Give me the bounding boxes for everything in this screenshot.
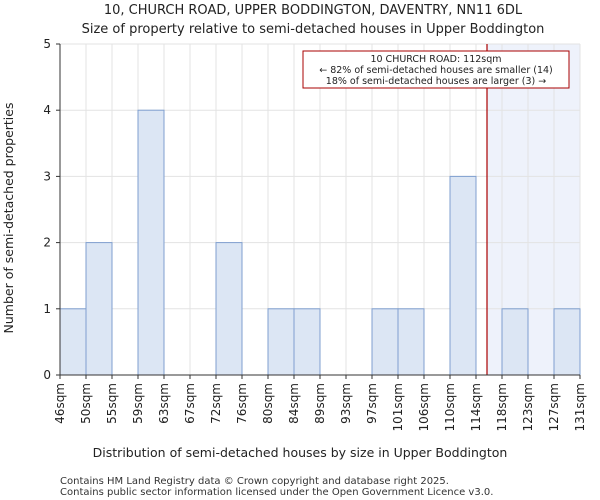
x-tick-label: 76sqm — [235, 383, 249, 424]
y-tick-label: 1 — [43, 302, 51, 316]
y-axis-label: Number of semi-detached properties — [1, 103, 16, 334]
y-tick-label: 3 — [43, 169, 51, 183]
histogram-bar — [501, 308, 529, 376]
y-tick-label: 0 — [43, 368, 51, 382]
annotation-line2: ← 82% of semi-detached houses are smalle… — [319, 65, 553, 76]
x-tick-label: 127sqm — [547, 383, 561, 431]
annotation-box: 10 CHURCH ROAD: 112sqm ← 82% of semi-det… — [302, 50, 570, 89]
x-tick-label: 80sqm — [261, 383, 275, 424]
x-tick-label: 67sqm — [183, 383, 197, 424]
histogram-bar — [449, 175, 477, 376]
x-tick-label: 118sqm — [495, 383, 509, 431]
histogram-bar — [137, 109, 165, 376]
x-tick-label: 110sqm — [443, 383, 457, 431]
x-tick-label: 46sqm — [53, 383, 67, 424]
footer-line1: Contains HM Land Registry data © Crown c… — [60, 476, 449, 487]
chart-title-line2: Size of property relative to semi-detach… — [82, 22, 545, 37]
x-tick-label: 84sqm — [287, 383, 301, 424]
x-tick-label: 93sqm — [339, 383, 353, 424]
x-tick-label: 55sqm — [105, 383, 119, 424]
x-tick-label: 72sqm — [209, 383, 223, 424]
histogram-bar — [397, 308, 425, 376]
histogram-bar — [553, 308, 581, 376]
chart-title-line1: 10, CHURCH ROAD, UPPER BODDINGTON, DAVEN… — [104, 3, 523, 18]
x-axis-label: Distribution of semi-detached houses by … — [93, 445, 508, 460]
x-tick-label: 101sqm — [391, 383, 405, 431]
y-tick-label: 5 — [43, 37, 51, 51]
histogram-bar — [215, 242, 243, 376]
x-tick-label: 89sqm — [313, 383, 327, 424]
x-tick-label: 114sqm — [469, 383, 483, 431]
footer-line2: Contains public sector information licen… — [60, 487, 493, 498]
x-tick-label: 50sqm — [79, 383, 93, 424]
x-tick-label: 63sqm — [157, 383, 171, 424]
annotation-line3: 18% of semi-detached houses are larger (… — [326, 76, 546, 87]
annotation-box-frame — [302, 50, 570, 89]
x-tick-label: 97sqm — [365, 383, 379, 424]
histogram-bar — [59, 308, 87, 376]
histogram-bar — [85, 242, 113, 376]
x-tick-label: 106sqm — [417, 383, 431, 431]
y-tick-label: 2 — [43, 236, 51, 250]
annotation-line1: 10 CHURCH ROAD: 112sqm — [370, 54, 501, 65]
histogram-bar — [267, 308, 295, 376]
histogram-bar — [371, 308, 399, 376]
x-tick-label: 123sqm — [521, 383, 535, 431]
x-tick-label: 131sqm — [573, 383, 587, 431]
y-tick-label: 4 — [43, 103, 51, 117]
x-tick-label: 59sqm — [131, 383, 145, 424]
histogram-bar — [293, 308, 321, 376]
